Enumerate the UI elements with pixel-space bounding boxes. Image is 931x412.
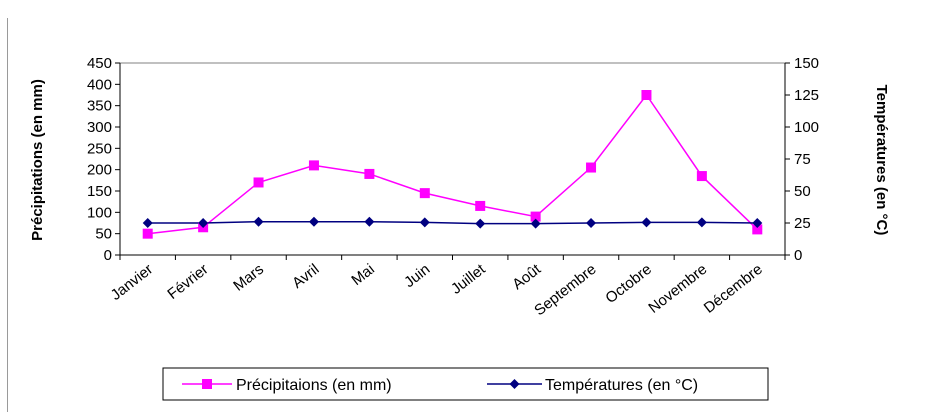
- legend-box: [162, 367, 769, 401]
- right-axis-title: Températures (en °C): [873, 85, 890, 236]
- temperature-point: [253, 216, 264, 227]
- temperature-point: [475, 218, 486, 229]
- plot-frame: [119, 62, 786, 256]
- x-category-label: Février: [164, 261, 211, 303]
- left-tick-label: 150: [87, 183, 112, 200]
- right-axis-ticks: 0 25 50 75 100 125 150: [785, 55, 819, 264]
- right-tick-label: 75: [794, 151, 811, 168]
- left-tick-label: 300: [87, 119, 112, 136]
- x-category-label: Juillet: [448, 260, 489, 298]
- temperature-point: [752, 218, 763, 228]
- right-tick-label: 25: [794, 215, 811, 232]
- left-tick-label: 450: [87, 55, 112, 72]
- legend-marker-temperatures: [509, 379, 520, 389]
- plot-area-border: [119, 62, 786, 256]
- series-line-1: [147, 220, 758, 225]
- x-axis-ticks: Janvier Février Mars Avril Mai Juin Juillet Aoû…: [108, 255, 786, 320]
- x-category-label: Décembre: [701, 261, 766, 317]
- series-markers: [142, 90, 763, 239]
- temperature-point: [142, 218, 153, 228]
- precipitation-point: [308, 160, 319, 171]
- temperature-point: [641, 217, 652, 228]
- x-category-label: Septembre: [531, 261, 599, 320]
- precipitation-point: [364, 168, 375, 179]
- legend-marker-precipitations: [202, 379, 212, 389]
- right-tick-label: 100: [794, 119, 819, 136]
- precipitation-point: [752, 224, 763, 235]
- left-border-rule: [7, 18, 8, 412]
- legend-label-temperatures: Températures (en °C): [545, 377, 698, 394]
- series-lines: [147, 93, 758, 235]
- legend-label-precipitations: Précipitaions (en mm): [236, 377, 392, 394]
- precipitation-point: [530, 211, 541, 222]
- left-tick-label: 200: [87, 162, 112, 179]
- temperature-point: [586, 218, 597, 228]
- right-tick-label: 125: [794, 87, 819, 104]
- legend: Précipitaions (en mm) Températures (en °…: [162, 367, 769, 401]
- x-category-label: Août: [509, 260, 544, 293]
- left-tick-label: 250: [87, 140, 112, 157]
- right-tick-label: 50: [794, 183, 811, 200]
- precipitation-point: [253, 177, 264, 188]
- temperature-point: [198, 218, 209, 228]
- temperature-point: [530, 218, 541, 229]
- precipitation-point: [142, 228, 153, 239]
- x-category-label: Mai: [348, 261, 378, 289]
- x-category-label: Avril: [289, 261, 322, 292]
- x-category-label: Mars: [230, 261, 267, 295]
- series-line-0: [147, 93, 758, 235]
- left-tick-label: 400: [87, 76, 112, 93]
- temperature-point: [308, 216, 319, 227]
- x-category-label: Octobre: [602, 261, 655, 307]
- left-tick-label: 0: [104, 247, 112, 264]
- temperature-point: [696, 217, 707, 228]
- x-category-label: Novembre: [645, 261, 710, 317]
- left-tick-label: 100: [87, 204, 112, 221]
- precipitation-point: [696, 171, 707, 182]
- right-tick-label: 150: [794, 55, 819, 72]
- temperature-point: [419, 217, 430, 228]
- precipitation-point: [641, 90, 652, 100]
- right-tick-label: 0: [794, 247, 802, 264]
- precipitation-point: [586, 162, 597, 173]
- left-tick-label: 50: [95, 226, 112, 243]
- left-axis-ticks: 0 50 100 150 200 250 300 350 400 450: [87, 55, 120, 264]
- x-category-label: Janvier: [108, 261, 157, 304]
- temperature-point: [364, 216, 375, 227]
- left-tick-label: 350: [87, 98, 112, 115]
- left-axis-title: Précipitations (en mm): [29, 79, 46, 241]
- precipitation-point: [475, 200, 486, 211]
- x-category-label: Juin: [401, 261, 433, 291]
- precipitation-point: [419, 188, 430, 199]
